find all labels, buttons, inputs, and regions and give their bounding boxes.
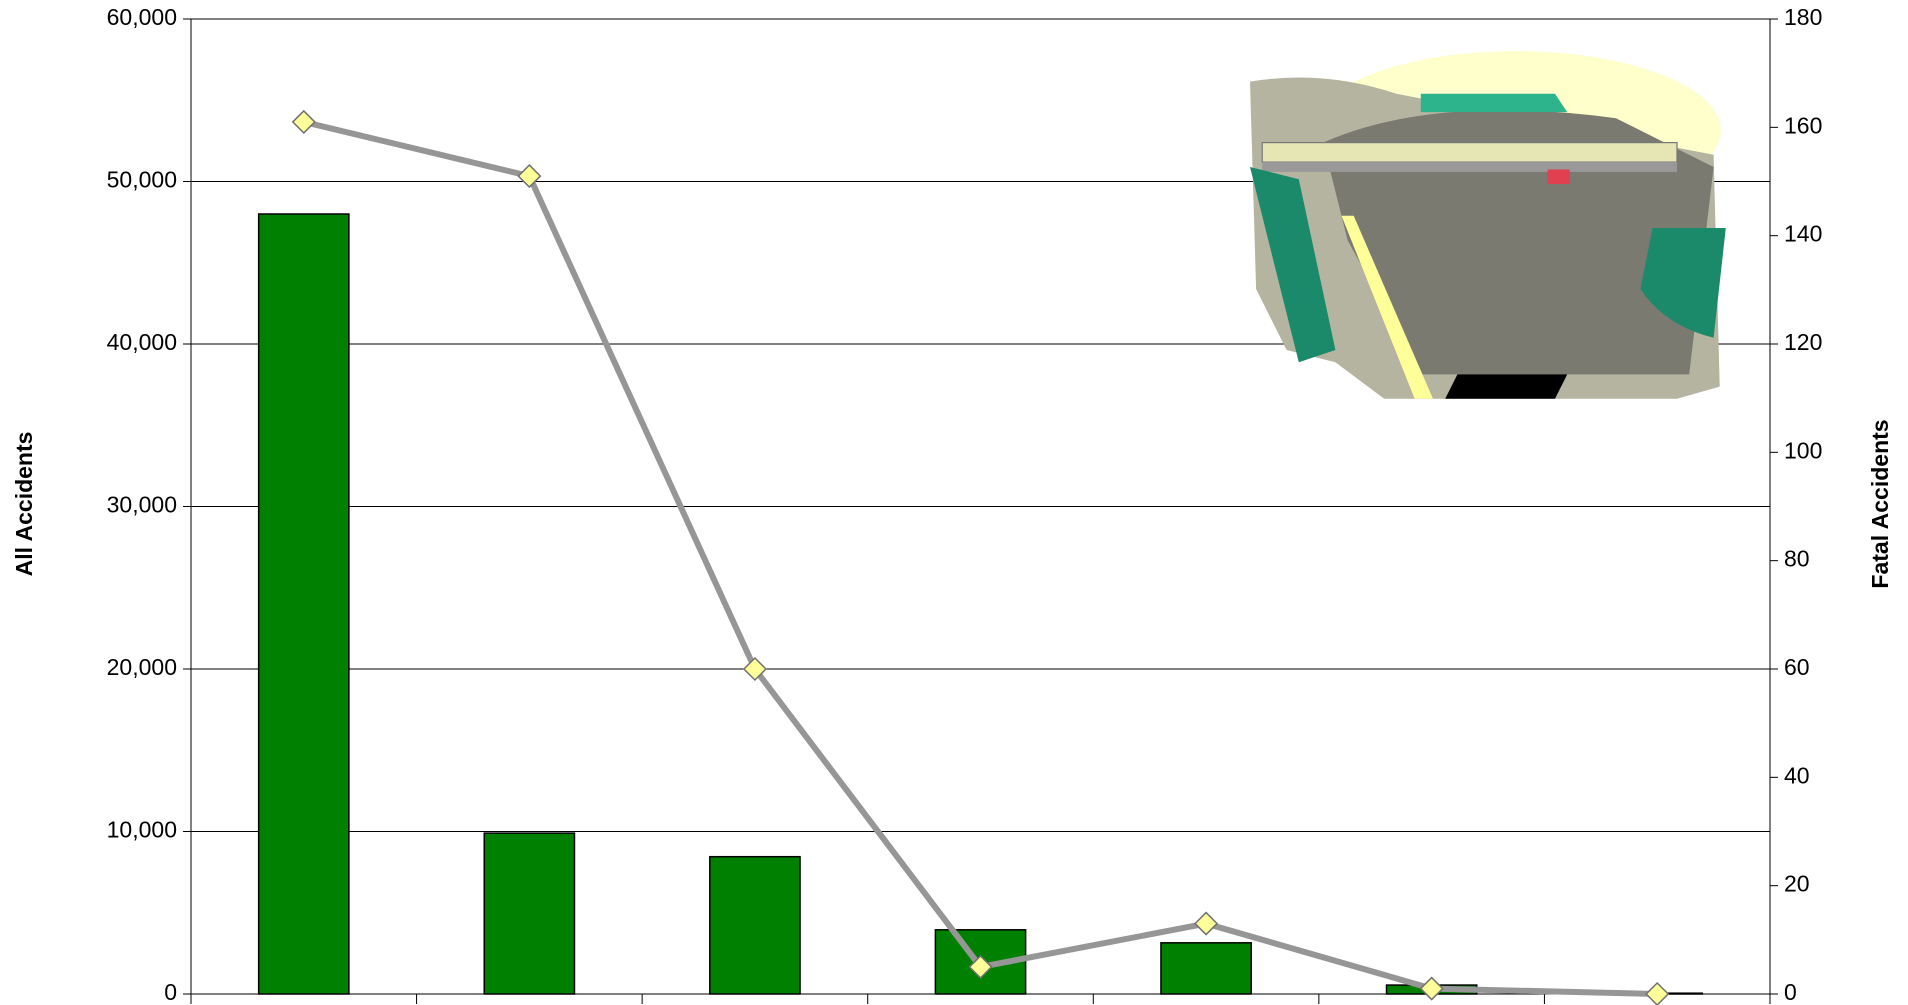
y-tick-label: 40,000 (107, 329, 177, 355)
x-tick-label: Non-Highway (235, 1002, 374, 1005)
y-tick-label: 30,000 (107, 492, 177, 518)
clipart-grass-right (1640, 228, 1726, 338)
x-tick-label: 8 Lane Divided (1355, 1002, 1508, 1005)
x-tick-label: 2 Lane Undivided (440, 1002, 619, 1005)
bar (709, 855, 801, 995)
clipart-grass-left (1250, 167, 1336, 363)
clipart-grass-top (1420, 93, 1568, 113)
highway-clipart (1250, 51, 1726, 399)
clipart-lane-edge (1341, 215, 1433, 399)
y2-tick-label: 20 (1784, 871, 1810, 897)
y2-tick-label: 180 (1784, 4, 1822, 30)
y2-tick-label: 80 (1784, 546, 1810, 572)
y2-tick-label: 60 (1784, 654, 1810, 680)
y2-tick-label: 120 (1784, 329, 1822, 355)
bar (1160, 942, 1252, 995)
line-marker (291, 109, 316, 134)
line-marker (1419, 976, 1444, 1001)
y2-axis-title: Fatal Accidents (1867, 419, 1893, 588)
y-tick-label: 60,000 (107, 4, 177, 30)
y2-tick-label: 140 (1784, 221, 1822, 247)
y-tick-label: 10,000 (107, 817, 177, 843)
x-tick-label: 4 Lane Divided (678, 1002, 831, 1005)
line-marker (968, 954, 993, 979)
x-tick-label: 6 Lane Divided (1129, 1002, 1282, 1005)
y2-tick-label: 40 (1784, 762, 1810, 788)
clipart-bridge-shadow (1262, 162, 1677, 172)
bar (483, 832, 576, 995)
y-tick-label: 20,000 (107, 654, 177, 680)
y2-tick-label: 160 (1784, 112, 1822, 138)
y2-tick-label: 100 (1784, 437, 1822, 463)
clipart-road (1323, 110, 1714, 375)
y-axis-title: All Accidents (11, 432, 37, 577)
x-tick-label: 4 Lane Undivided (891, 1002, 1070, 1005)
line-marker (1645, 981, 1670, 1005)
clipart-stripes (1445, 374, 1568, 399)
y2-tick-label: 0 (1784, 979, 1797, 1005)
clipart-bridge (1261, 141, 1678, 163)
line-marker (1194, 911, 1219, 936)
clipart-car (1547, 169, 1570, 185)
y-tick-label: 0 (164, 979, 177, 1005)
bar (257, 213, 350, 995)
line-marker (517, 164, 542, 189)
y-tick-label: 50,000 (107, 167, 177, 193)
line-marker (742, 656, 767, 682)
